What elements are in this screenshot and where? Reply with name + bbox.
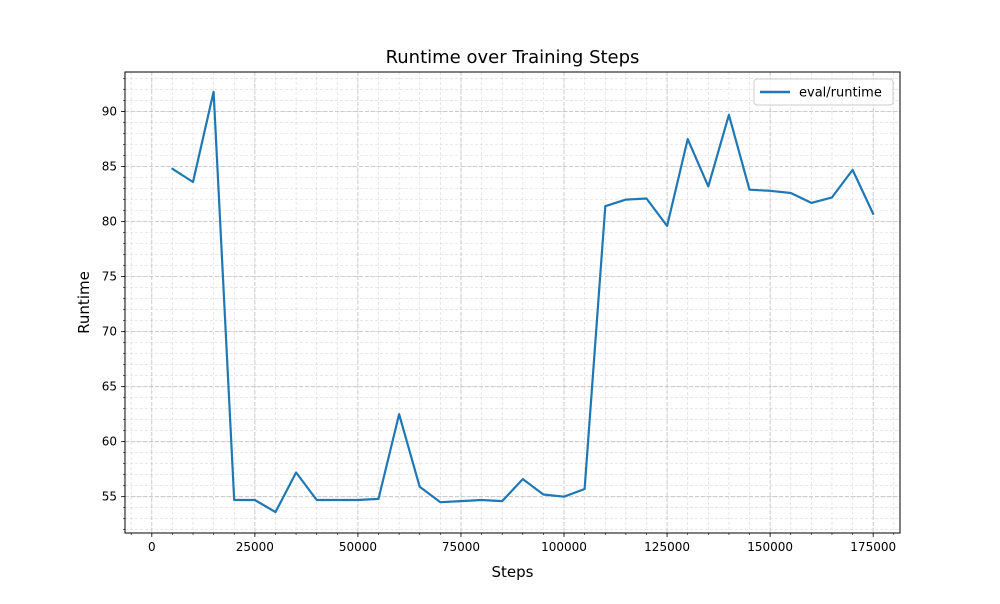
y-tick-label: 70: [102, 325, 117, 339]
y-tick-label: 65: [102, 380, 117, 394]
series: [171, 90, 875, 514]
y-tick-label: 90: [102, 105, 117, 119]
x-tick-label: 0: [148, 540, 156, 554]
legend-box: [753, 78, 894, 106]
y-tick-label: 85: [102, 160, 117, 174]
legend-label: eval/runtime: [799, 86, 882, 101]
y-tick-label: 55: [102, 490, 117, 504]
x-axis-label: Steps: [492, 563, 534, 581]
x-tick-label: 50000: [339, 540, 377, 554]
grid: [125, 72, 900, 533]
y-axis-label: Runtime: [75, 271, 93, 334]
y-tick-label: 75: [102, 270, 117, 284]
y-tick-label: 60: [102, 435, 117, 449]
x-tick-label: 175000: [850, 540, 896, 554]
legend: eval/runtime: [753, 78, 894, 106]
x-tick-label: 100000: [541, 540, 587, 554]
series-line-eval-runtime: [171, 90, 875, 514]
y-tick-label: 80: [102, 215, 117, 229]
x-tick-label: 75000: [442, 540, 480, 554]
plot-area-frame: [124, 71, 901, 534]
x-tick-label: 25000: [236, 540, 274, 554]
axis-ticks: 0 25000 50000 75000 100000 125000 150000 175000…: [102, 78, 896, 554]
x-tick-label: 150000: [747, 540, 793, 554]
chart-title: Runtime over Training Steps: [386, 47, 640, 68]
x-tick-label: 125000: [644, 540, 690, 554]
